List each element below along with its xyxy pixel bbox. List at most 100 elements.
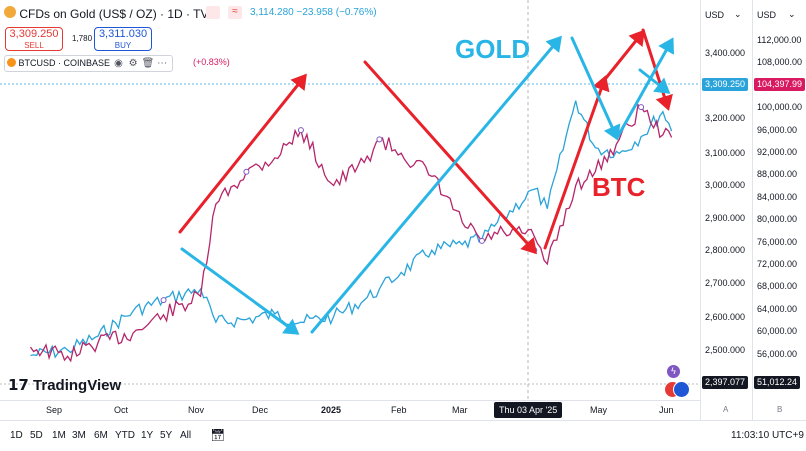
wave-icon[interactable]: ≈ — [228, 6, 242, 19]
event-marker[interactable] — [376, 136, 383, 143]
btc-tick-label: 80,000.00 — [757, 214, 798, 225]
btc-up-arrow-1 — [178, 73, 307, 234]
range-button-all[interactable]: All — [180, 430, 192, 441]
gold-tick-label: 3,000.000 — [705, 180, 746, 190]
chart-pane[interactable]: CFDs on Gold (US$ / OZ) · 1D · TVC ≈ 3,1… — [0, 0, 700, 400]
btc-change: (+0.83%) — [193, 57, 230, 67]
us-flag-icon-2[interactable] — [673, 381, 690, 398]
range-button-1d[interactable]: 1D — [10, 430, 23, 441]
btc-legend-label: BTCUSD · COINBASE — [18, 58, 111, 68]
range-button-5y[interactable]: 5Y — [160, 430, 173, 441]
spread-value: 1,780 — [72, 34, 93, 43]
gold-down-arrow-2 — [570, 36, 621, 141]
sell-label: SELL — [24, 41, 44, 50]
btc-annotation: BTC — [592, 172, 646, 202]
btc-axis-letter[interactable]: B — [777, 405, 783, 414]
gold-tick-label: 3,100.000 — [705, 148, 746, 158]
event-marker[interactable] — [243, 168, 250, 175]
gold-bottom-tag: 2,397.077 — [702, 376, 749, 389]
btc-current-tag: 104,397.99 — [754, 78, 806, 91]
time-label: Sep — [46, 405, 63, 415]
btc-tick-label: 60,000.00 — [757, 326, 798, 337]
sell-button[interactable]: 3,309.250 SELL — [5, 27, 63, 51]
btc-tick-label: 72,000.00 — [757, 259, 798, 269]
btc-bottom-tag: 51,012.24 — [754, 376, 801, 389]
btc-series-line[interactable] — [29, 103, 673, 363]
time-label: Dec — [252, 405, 269, 415]
price-chart[interactable] — [0, 0, 700, 400]
delete-icon[interactable]: 🗑︎ — [141, 58, 155, 69]
time-label: Jun — [659, 405, 674, 415]
btc-tick-label: 64,000.00 — [757, 303, 798, 314]
range-button-1y[interactable]: 1Y — [141, 430, 154, 441]
gold-annotation: GOLD — [455, 34, 531, 64]
clock[interactable]: 11:03:10 UTC+9 — [731, 430, 804, 441]
gold-series-line[interactable] — [30, 100, 673, 359]
crosshair-date-label: Thu 03 Apr '25 — [494, 402, 563, 418]
range-button-ytd[interactable]: YTD — [115, 430, 135, 441]
event-marker[interactable] — [160, 297, 167, 304]
gold-tick-label: 3,200.000 — [705, 113, 746, 123]
symbol-legend[interactable]: CFDs on Gold (US$ / OZ) · 1D · TVC — [4, 6, 217, 21]
symbol-title[interactable]: CFDs on Gold (US$ / OZ) · 1D · TVC — [19, 7, 218, 21]
gold-axis-letter[interactable]: A — [723, 405, 729, 414]
time-axis[interactable] — [0, 400, 700, 421]
range-button-5d[interactable]: 5D — [30, 430, 43, 441]
gold-up-arrow — [310, 35, 562, 334]
event-marker[interactable] — [297, 127, 304, 134]
last-price-readout: 3,114.280 −23.958 (−0.76%) — [250, 7, 377, 18]
range-button-1m[interactable]: 1M — [52, 430, 66, 441]
btc-legend[interactable]: BTCUSD · COINBASE ◉ ⚙ 🗑︎ ⋯ — [4, 55, 174, 72]
btc-tick-label: 100,000.00 — [757, 102, 803, 113]
time-label: 2025 — [321, 405, 342, 415]
gold-scale-unit: USD — [705, 10, 725, 20]
gold-down-arrow-3 — [638, 68, 671, 94]
gold-tick-label: 3,400.000 — [705, 48, 746, 58]
buy-label: BUY — [114, 41, 132, 50]
date-range-icon[interactable]: 📅︎ — [210, 428, 226, 442]
gold-tick-label: 2,500.000 — [705, 345, 746, 355]
gold-down-arrow — [180, 247, 300, 335]
buy-button[interactable]: 3,311.030 BUY — [94, 27, 152, 51]
btc-up-arrow-3 — [604, 29, 645, 80]
event-marker[interactable] — [638, 104, 645, 111]
btc-tick-label: 108,000.00 — [757, 57, 803, 68]
btc-down-arrow — [363, 60, 538, 255]
gold-tick-label: 2,800.000 — [705, 245, 746, 255]
time-label: Oct — [114, 405, 129, 415]
event-marker[interactable] — [478, 237, 485, 244]
price-change: −23.958 (−0.76%) — [296, 7, 377, 18]
btc-symbol-icon — [7, 58, 16, 67]
bottom-toolbar — [0, 420, 806, 451]
btc-up-arrow-2 — [543, 75, 610, 250]
btc-price-scale[interactable]: USD ⌄ 112,000.00108,000.00104,000.00100,… — [752, 0, 806, 420]
eye-icon[interactable]: ◉ — [114, 58, 123, 69]
btc-tick-label: 56,000.00 — [757, 348, 798, 359]
btc-tick-label: 96,000.00 — [757, 124, 798, 135]
time-label: May — [590, 405, 608, 415]
dropdown-icon-2[interactable]: ⌄ — [788, 9, 796, 19]
settings-icon[interactable]: ⚙ — [128, 58, 138, 69]
time-label: Mar — [452, 405, 468, 415]
gold-price-scale[interactable]: USD ⌄ 3,400.0003,300.0003,200.0003,100.0… — [700, 0, 753, 420]
btc-tick-label: 112,000.00 — [757, 35, 802, 45]
buy-price: 3,311.030 — [98, 28, 148, 40]
btc-tick-label: 92,000.00 — [757, 147, 798, 157]
gold-symbol-icon — [4, 6, 16, 18]
dropdown-icon[interactable]: ⌄ — [734, 9, 742, 19]
btc-tick-label: 84,000.00 — [757, 191, 798, 202]
btc-tick-label: 88,000.00 — [757, 169, 798, 180]
range-button-6m[interactable]: 6M — [94, 430, 108, 441]
last-price: 3,114.280 — [250, 7, 294, 18]
gold-tick-label: 2,700.000 — [705, 278, 746, 288]
gold-up-arrow-2 — [615, 37, 674, 140]
lightning-icon[interactable]: ϟ — [667, 365, 680, 378]
btc-scale-unit: USD — [757, 10, 777, 20]
compare-icon[interactable] — [206, 6, 220, 19]
tradingview-logo[interactable]: 𝟭𝟳 TradingView — [8, 376, 121, 394]
btc-tick-label: 76,000.00 — [757, 236, 798, 247]
gold-tick-label: 2,600.000 — [705, 312, 746, 322]
btc-tick-label: 68,000.00 — [757, 281, 798, 292]
range-button-3m[interactable]: 3M — [72, 430, 86, 441]
more-icon[interactable]: ⋯ — [157, 58, 168, 69]
